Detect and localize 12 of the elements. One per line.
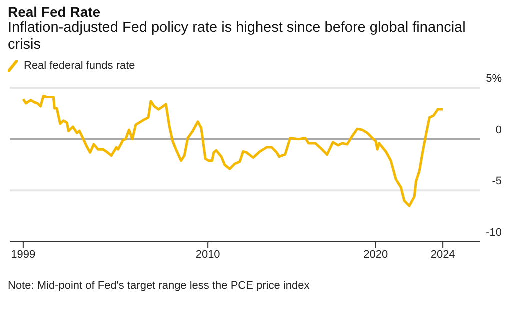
legend-label: Real federal funds rate xyxy=(24,60,136,72)
x-tick-label: 1999 xyxy=(11,248,36,261)
y-tick-label: -5 xyxy=(492,176,502,188)
y-tick-label: 0 xyxy=(496,124,502,136)
text: Note: Mid-point of Fed's target range less the PCE price index xyxy=(8,280,311,292)
x-tick-label: 2024 xyxy=(430,248,456,261)
y-tick-label: 5% xyxy=(486,73,502,85)
y-tick-label: -10 xyxy=(486,227,502,239)
x-tick-label: 2020 xyxy=(364,248,388,261)
chart-subtitle: Inflation-adjusted Fed policy rate is highest since before global financial crisis xyxy=(8,20,467,54)
chart-title: Real Fed Rate xyxy=(8,4,102,20)
x-tick-label: 2010 xyxy=(196,248,220,261)
